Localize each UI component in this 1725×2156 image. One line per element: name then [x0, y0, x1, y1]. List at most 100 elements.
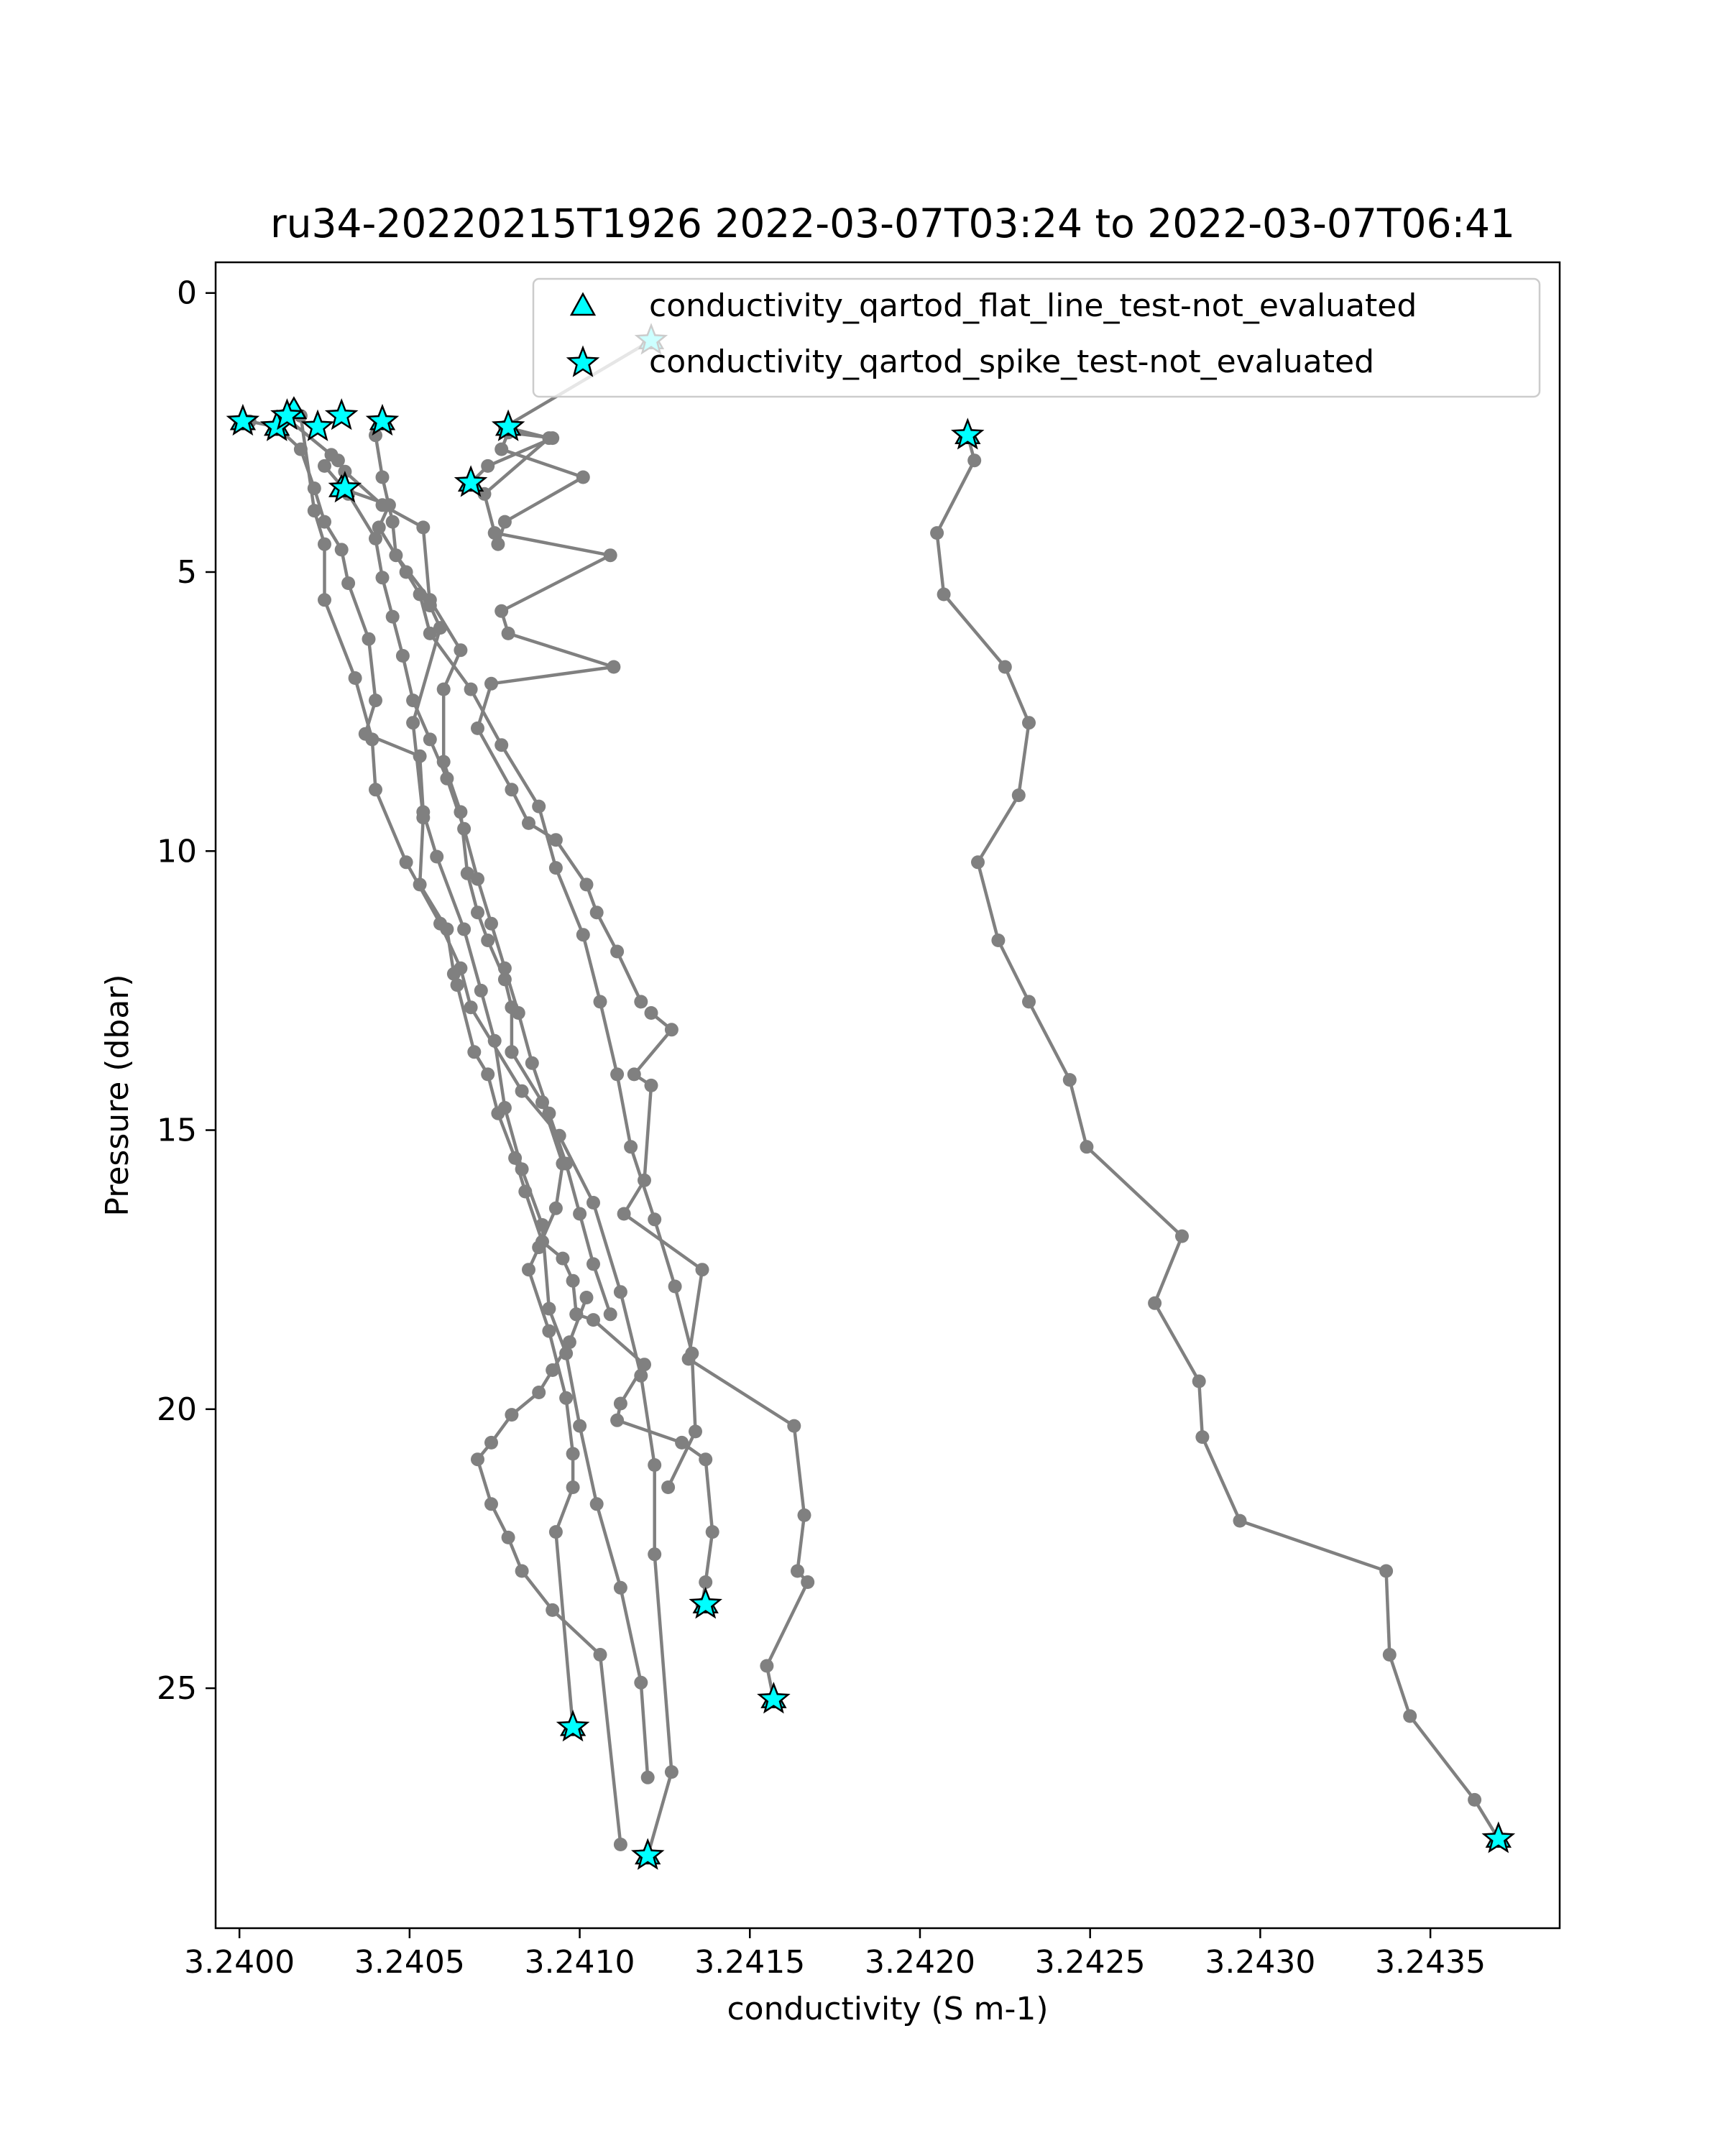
data-point	[385, 609, 400, 624]
data-point	[998, 660, 1012, 674]
data-point	[566, 1447, 580, 1461]
data-point	[484, 1497, 498, 1511]
data-point	[464, 682, 478, 696]
data-point	[406, 694, 420, 708]
data-point	[494, 442, 509, 456]
data-point	[454, 643, 468, 658]
x-tick-label: 3.2400	[184, 1944, 295, 1981]
data-point	[423, 593, 437, 607]
legend-label-spike: conductivity_qartod_spike_test-not_evalu…	[649, 344, 1374, 380]
profile-line	[935, 435, 1500, 1840]
data-point	[535, 1095, 549, 1110]
spike-flag-marker	[454, 465, 488, 497]
data-point	[559, 1391, 574, 1405]
data-point	[416, 805, 431, 819]
spike-flag-marker	[270, 398, 304, 430]
data-point	[511, 1006, 525, 1020]
legend-star-icon	[566, 345, 600, 377]
data-point	[576, 470, 590, 484]
data-point	[586, 1313, 600, 1327]
data-point	[457, 922, 472, 936]
data-point	[760, 1659, 774, 1673]
data-point	[1382, 1648, 1397, 1662]
data-point	[318, 593, 331, 607]
spike-flag-marker	[689, 1587, 722, 1619]
data-point	[1011, 788, 1026, 803]
data-point	[542, 1324, 556, 1338]
data-point	[542, 1302, 556, 1316]
data-point	[433, 916, 447, 931]
data-point	[471, 1452, 484, 1467]
x-tick-label: 3.2435	[1375, 1944, 1486, 1981]
data-point	[532, 1240, 546, 1255]
data-point	[474, 983, 488, 998]
data-point	[293, 442, 308, 456]
data-point	[613, 1838, 627, 1851]
data-point	[967, 453, 982, 468]
legend: conductivity_qartod_flat_line_test-not_e…	[532, 277, 1541, 398]
data-point	[634, 995, 648, 1009]
spike-flag-marker	[1481, 1821, 1516, 1853]
data-point	[1022, 995, 1036, 1009]
data-point	[546, 431, 560, 446]
data-point	[685, 1346, 699, 1360]
data-point	[467, 1045, 482, 1059]
data-point	[481, 934, 495, 947]
x-axis-label: conductivity (S m-1)	[727, 1991, 1048, 2027]
spike-flag-marker	[365, 403, 400, 436]
spike-flag-marker	[951, 418, 985, 450]
data-point	[548, 833, 563, 847]
data-point	[797, 1508, 811, 1522]
data-point	[532, 799, 546, 814]
x-tick-label: 3.2415	[694, 1944, 805, 1981]
data-point	[395, 649, 410, 663]
data-point	[559, 1156, 574, 1171]
data-point	[610, 1067, 625, 1082]
data-point	[423, 626, 437, 640]
profile-line	[469, 430, 585, 545]
data-point	[460, 866, 474, 880]
data-point	[644, 1006, 658, 1020]
data-point	[515, 1084, 529, 1098]
data-point	[603, 1307, 617, 1322]
spike-flag-marker	[757, 1682, 791, 1714]
spike-flag-marker	[300, 409, 335, 441]
spike-flag-marker	[556, 1709, 590, 1742]
data-point	[362, 632, 376, 646]
data-point	[433, 621, 447, 635]
data-point	[689, 1424, 702, 1439]
data-point	[369, 783, 382, 797]
data-point	[505, 783, 519, 797]
data-point	[454, 805, 468, 819]
data-point	[1379, 1564, 1394, 1578]
data-point	[548, 1201, 563, 1215]
y-tick-label: 5	[177, 554, 197, 591]
data-point	[416, 520, 431, 535]
data-point	[664, 1023, 678, 1037]
data-point	[318, 537, 331, 551]
data-point	[471, 872, 484, 886]
spike-flag-marker	[324, 398, 359, 430]
data-point	[699, 1452, 713, 1467]
x-tick-label: 3.2410	[525, 1944, 635, 1981]
chart-title: ru34-20220215T1926 2022-03-07T03:24 to 2…	[270, 201, 1515, 247]
data-point	[573, 1207, 587, 1221]
data-point	[471, 906, 484, 920]
data-point	[603, 548, 617, 563]
data-point	[501, 1530, 515, 1544]
data-point	[791, 1564, 804, 1578]
data-point	[375, 470, 390, 484]
legend-box	[532, 277, 1541, 398]
data-point	[307, 482, 321, 495]
data-point	[450, 978, 464, 992]
data-point	[1192, 1374, 1206, 1388]
spike-flag-marker	[328, 471, 362, 503]
data-point	[699, 1575, 713, 1589]
data-point	[318, 459, 331, 473]
data-point	[535, 1218, 549, 1232]
legend-triangle-icon	[569, 292, 597, 316]
data-point	[497, 961, 512, 975]
data-point	[586, 1196, 600, 1210]
data-point	[1403, 1709, 1417, 1723]
